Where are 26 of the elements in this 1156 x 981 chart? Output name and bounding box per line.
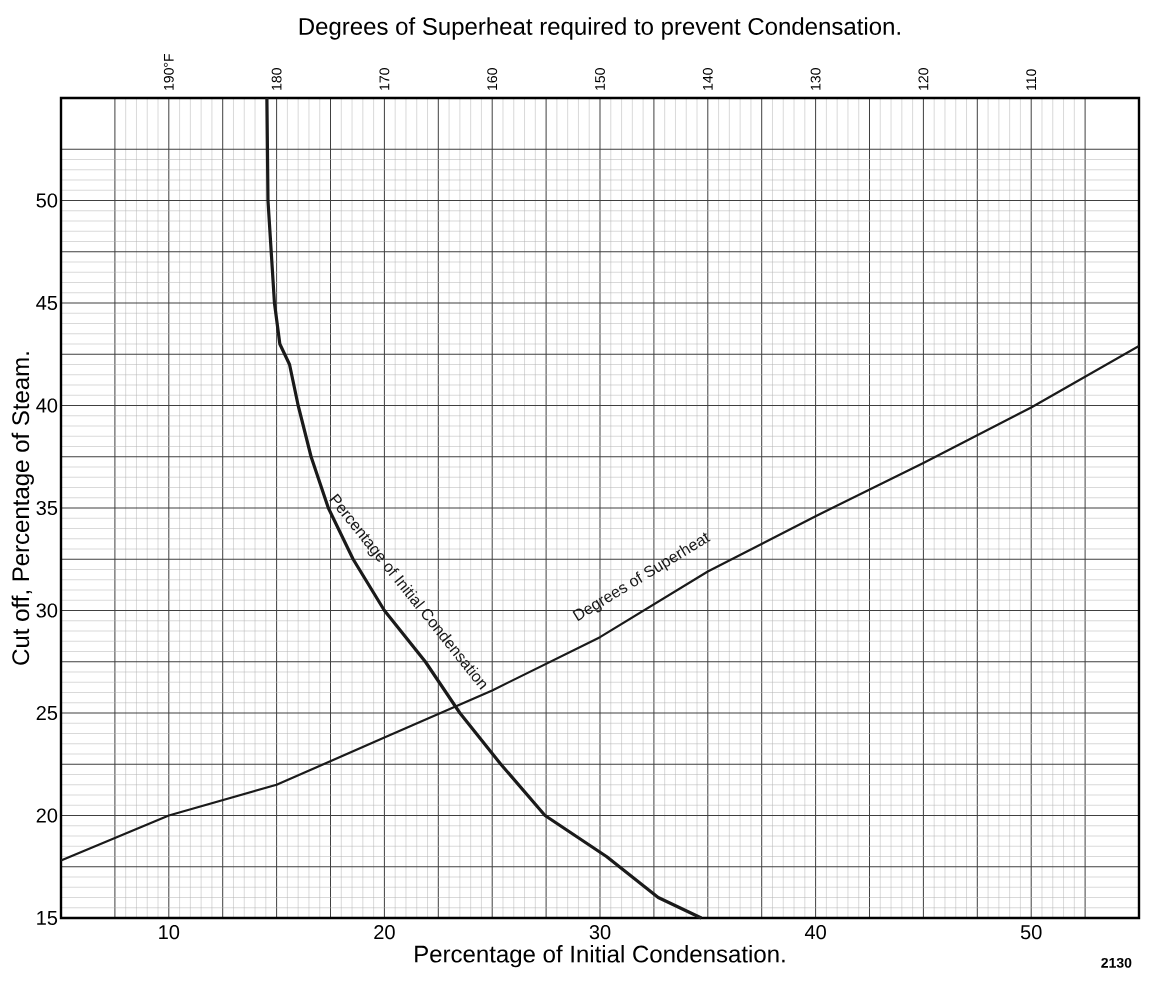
x-tick-label: 30: [589, 925, 611, 940]
x-tick-label: 40: [804, 925, 826, 940]
y-tick-label: 15: [37, 911, 58, 925]
y-tick-label: 40: [36, 398, 58, 413]
x2-tick-label: 180: [271, 68, 282, 90]
x-axis-title: Percentage of Initial Condensation.: [415, 944, 785, 968]
x2-tick-label: 150: [595, 68, 605, 90]
text: 2130: [1101, 957, 1132, 968]
x-tick-label: 20: [374, 925, 395, 940]
y-tick-label: 50: [36, 193, 58, 208]
x2-tick-label: 190°F: [163, 53, 174, 90]
y-tick-label: 45: [36, 296, 58, 310]
y-tick-label: 35: [36, 500, 58, 516]
x2-tick-label: 160: [487, 68, 498, 90]
x2-tick-label: 140: [702, 68, 713, 90]
x2-tick-label: 110: [1026, 69, 1037, 90]
x2-tick-label: 170: [379, 68, 390, 90]
y-axis-title: Cut off, Percentage of Steam.: [11, 352, 34, 665]
x2-tick-label: 130: [810, 68, 821, 90]
x2-tick-label: 120: [918, 68, 929, 90]
x2-axis-title: Degrees of Superheat required to prevent Condensation.: [299, 17, 900, 40]
y-tick-label: 20: [36, 808, 58, 823]
x-tick-label: 50: [1020, 925, 1042, 940]
x-tick-label: 10: [159, 925, 180, 940]
y-tick-label: 30: [36, 603, 58, 618]
y-tick-label: 25: [36, 705, 58, 721]
